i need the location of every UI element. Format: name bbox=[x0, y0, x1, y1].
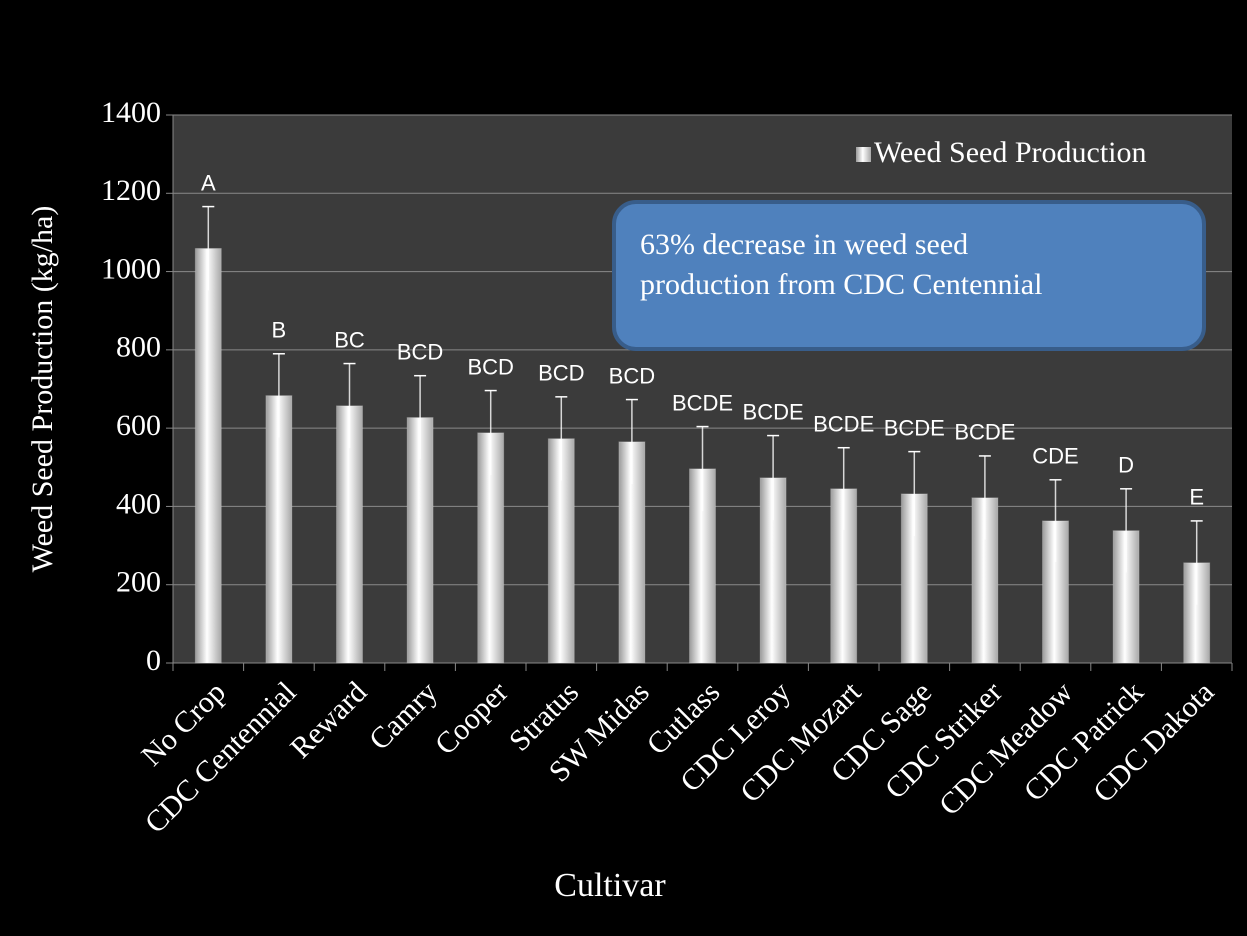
annotation-text: 63% decrease in weed seed bbox=[640, 228, 968, 261]
y-tick-label: 600 bbox=[116, 409, 161, 442]
legend-label: Weed Seed Production bbox=[874, 136, 1147, 169]
y-tick-label: 800 bbox=[116, 331, 161, 364]
significance-letter: D bbox=[1118, 453, 1134, 478]
y-tick-label: 1200 bbox=[101, 174, 161, 207]
annotation-text: production from CDC Centennial bbox=[640, 268, 1042, 301]
y-tick-label: 200 bbox=[116, 566, 161, 599]
bar bbox=[265, 395, 293, 664]
significance-letter: BCDE bbox=[672, 390, 733, 415]
significance-letter: BCDE bbox=[884, 415, 945, 440]
bar bbox=[336, 405, 363, 664]
y-tick-label: 0 bbox=[146, 644, 161, 677]
significance-letter: BCD bbox=[467, 354, 513, 379]
significance-letter: BCD bbox=[538, 361, 584, 386]
significance-letter: BCDE bbox=[954, 420, 1015, 445]
significance-letter: B bbox=[272, 318, 287, 343]
significance-letter: BC bbox=[334, 327, 365, 352]
y-tick-label: 1400 bbox=[101, 96, 161, 129]
y-tick-label: 400 bbox=[116, 487, 161, 520]
significance-letter: BCDE bbox=[813, 412, 874, 437]
bar bbox=[194, 247, 222, 664]
significance-letter: BCD bbox=[609, 363, 655, 388]
significance-letter: CDE bbox=[1032, 444, 1078, 469]
x-axis-label: Cultivar bbox=[554, 867, 666, 904]
bar bbox=[406, 417, 434, 664]
y-axis-label: Weed Seed Production (kg/ha) bbox=[26, 206, 59, 573]
significance-letter: BCDE bbox=[743, 399, 804, 424]
annotation-box bbox=[612, 200, 1206, 351]
legend-swatch bbox=[856, 147, 871, 162]
significance-letter: A bbox=[201, 170, 216, 195]
significance-letter: E bbox=[1189, 485, 1204, 510]
significance-letter: BCD bbox=[397, 340, 443, 365]
y-tick-label: 1000 bbox=[101, 252, 161, 285]
